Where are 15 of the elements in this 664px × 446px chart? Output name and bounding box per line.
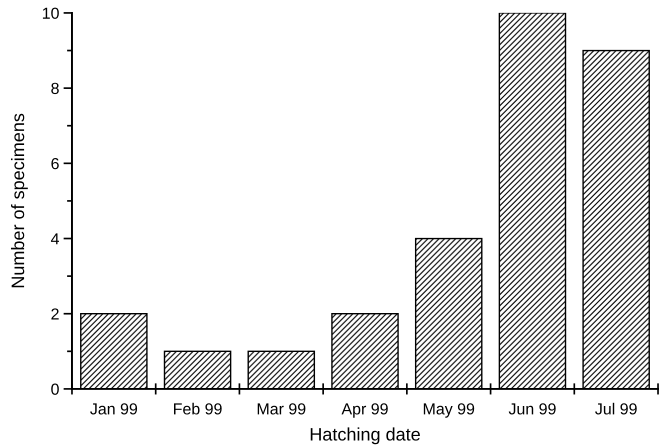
y-axis-title: Number of specimens (10, 114, 28, 288)
x-tick-label: Mar 99 (258, 403, 306, 415)
y-tick-label: 4 (50, 233, 60, 244)
y-tick-label: 6 (51, 158, 59, 170)
x-tick-label: Feb 99 (174, 402, 222, 415)
y-tick-label: 0 (51, 384, 59, 395)
x-tick-label: Apr 99 (342, 403, 388, 418)
x-tick-label: Jan 99 (90, 403, 138, 415)
x-axis-title: Hatching date (310, 427, 420, 444)
y-tick-label: 8 (51, 82, 59, 94)
x-tick-label: Jul 99 (595, 402, 637, 415)
x-tick-label: Jun 99 (508, 403, 556, 415)
y-tick-label: 10 (42, 8, 59, 19)
x-tick-label: May 99 (424, 403, 474, 418)
y-tick-label: 2 (51, 308, 59, 320)
